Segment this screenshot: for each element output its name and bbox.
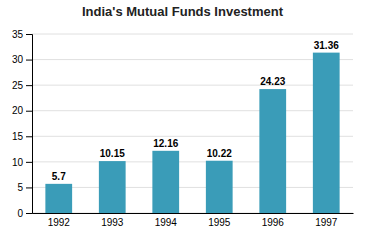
tick: 0: [17, 208, 32, 219]
tick-mark: [26, 162, 32, 163]
tick: 1993: [101, 213, 124, 228]
tick: 1992: [48, 213, 71, 228]
tick: 30: [12, 54, 32, 65]
tick-label: 1995: [208, 217, 231, 228]
title: India's Mutual Funds Investment: [82, 4, 284, 19]
grid-line: [32, 59, 353, 60]
tick-label: 1994: [155, 217, 178, 228]
tick-mark: [26, 34, 32, 35]
grid-line: [32, 34, 353, 35]
tick: 25: [12, 80, 32, 91]
grid-line: [32, 110, 353, 111]
bar: [313, 53, 340, 213]
grid-line: [32, 85, 353, 86]
tick-label: 30: [12, 54, 24, 65]
bar: [152, 151, 179, 213]
tick: 1996: [262, 213, 285, 228]
tick: 35: [12, 29, 32, 40]
tick-label: 10: [12, 157, 24, 168]
grid-line: [32, 136, 353, 137]
tick-mark: [26, 60, 32, 61]
tick: 1997: [315, 213, 338, 228]
tick-label: 1996: [262, 217, 285, 228]
data-label: 24.23: [260, 76, 285, 87]
tick-label: 0: [17, 208, 23, 219]
data-label: 31.36: [314, 40, 339, 51]
tick-label: 35: [12, 29, 24, 40]
data-label: 12.16: [153, 138, 178, 149]
tick: 15: [12, 131, 32, 142]
axis-line: [33, 213, 354, 214]
data-label: 10.22: [207, 148, 232, 159]
bars: [45, 53, 339, 213]
chart: India's Mutual Funds Investment 0 5 10 15 20 2…: [0, 0, 365, 235]
tick: 20: [12, 105, 32, 116]
tick: 1994: [155, 213, 178, 228]
tick-mark: [26, 213, 32, 214]
tick: 10: [12, 157, 32, 168]
axis-line: [26, 35, 33, 214]
tick-mark: [26, 187, 32, 188]
data-label: 5.7: [52, 171, 66, 182]
plot: 0 5 10 15 20 25 30 35 1992 1993 1994 1995 1996 1997 5.…: [12, 29, 354, 228]
bar: [99, 161, 126, 213]
x-axis: 1992 1993 1994 1995 1996 1997: [33, 213, 354, 228]
tick: 1995: [208, 213, 231, 228]
tick-mark: [26, 85, 32, 86]
tick-label: 25: [12, 80, 24, 91]
grid-line: [32, 213, 353, 214]
tick-label: 1997: [315, 217, 338, 228]
grid-line: [32, 187, 353, 188]
tick-mark: [26, 111, 32, 112]
tick-label: 1993: [101, 217, 124, 228]
bar: [45, 184, 72, 213]
data-labels: 5.7 10.15 12.16 10.22 24.23 31.36: [52, 40, 339, 182]
data-label: 10.15: [100, 148, 125, 159]
tick-mark: [26, 136, 32, 137]
tick: 5: [17, 182, 32, 193]
tick-label: 5: [17, 182, 23, 193]
grid-line: [32, 161, 353, 162]
tick-label: 20: [12, 105, 24, 116]
tick-label: 15: [12, 131, 24, 142]
bar: [206, 161, 233, 213]
tick-label: 1992: [48, 217, 71, 228]
grid: [32, 34, 353, 213]
y-axis: 0 5 10 15 20 25 30 35: [12, 29, 33, 219]
bar: [259, 89, 286, 213]
